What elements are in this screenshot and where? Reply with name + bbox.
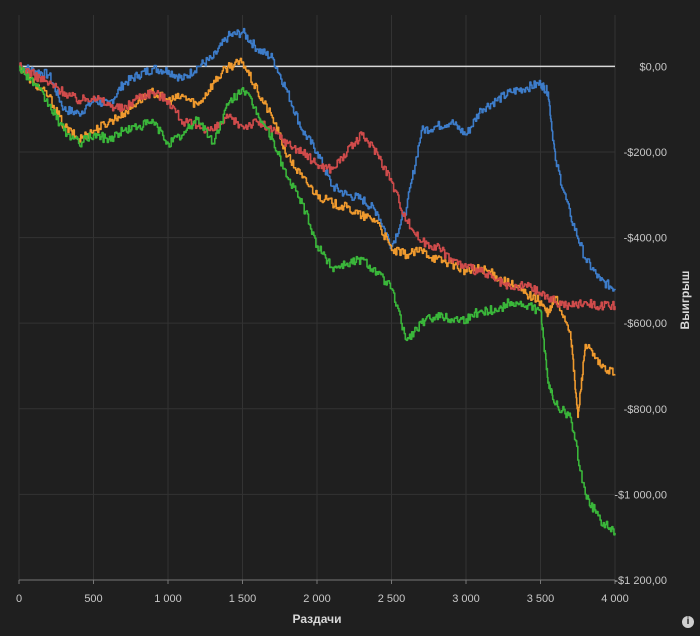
x-tick-label: 3 000 xyxy=(452,593,480,605)
x-tick-label: 2 000 xyxy=(303,593,331,605)
y-tick-label: -$200,00 xyxy=(624,147,667,159)
y-tick-label: -$600,00 xyxy=(624,318,667,330)
y-tick-label: $0,00 xyxy=(639,61,667,73)
x-tick-label: 500 xyxy=(84,593,102,605)
series-line-3 xyxy=(19,62,616,311)
y-axis-title: Выигрыш xyxy=(678,271,692,330)
x-tick-label: 0 xyxy=(16,593,22,605)
info-icon[interactable]: i xyxy=(682,616,694,628)
y-tick-label: -$800,00 xyxy=(624,404,667,416)
x-tick-label: 1 500 xyxy=(229,593,257,605)
x-tick-label: 2 500 xyxy=(378,593,406,605)
y-tick-label: -$1 000,00 xyxy=(614,489,667,501)
x-tick-label: 1 000 xyxy=(154,593,182,605)
x-tick-label: 3 500 xyxy=(527,593,555,605)
x-axis-title: Раздачи xyxy=(293,612,342,626)
grid-layer xyxy=(18,15,616,581)
series-line-2 xyxy=(19,57,616,419)
y-tick-label: -$400,00 xyxy=(624,233,667,245)
y-tick-label: -$1 200,00 xyxy=(614,575,667,587)
series-layer xyxy=(19,27,616,536)
axis-layer: 0 500 1 000 1 500 2 000 2 500 3 000 3 500 4 000 $… xyxy=(16,61,667,605)
series-line-4 xyxy=(19,65,616,536)
x-tick-label: 4 000 xyxy=(601,593,629,605)
